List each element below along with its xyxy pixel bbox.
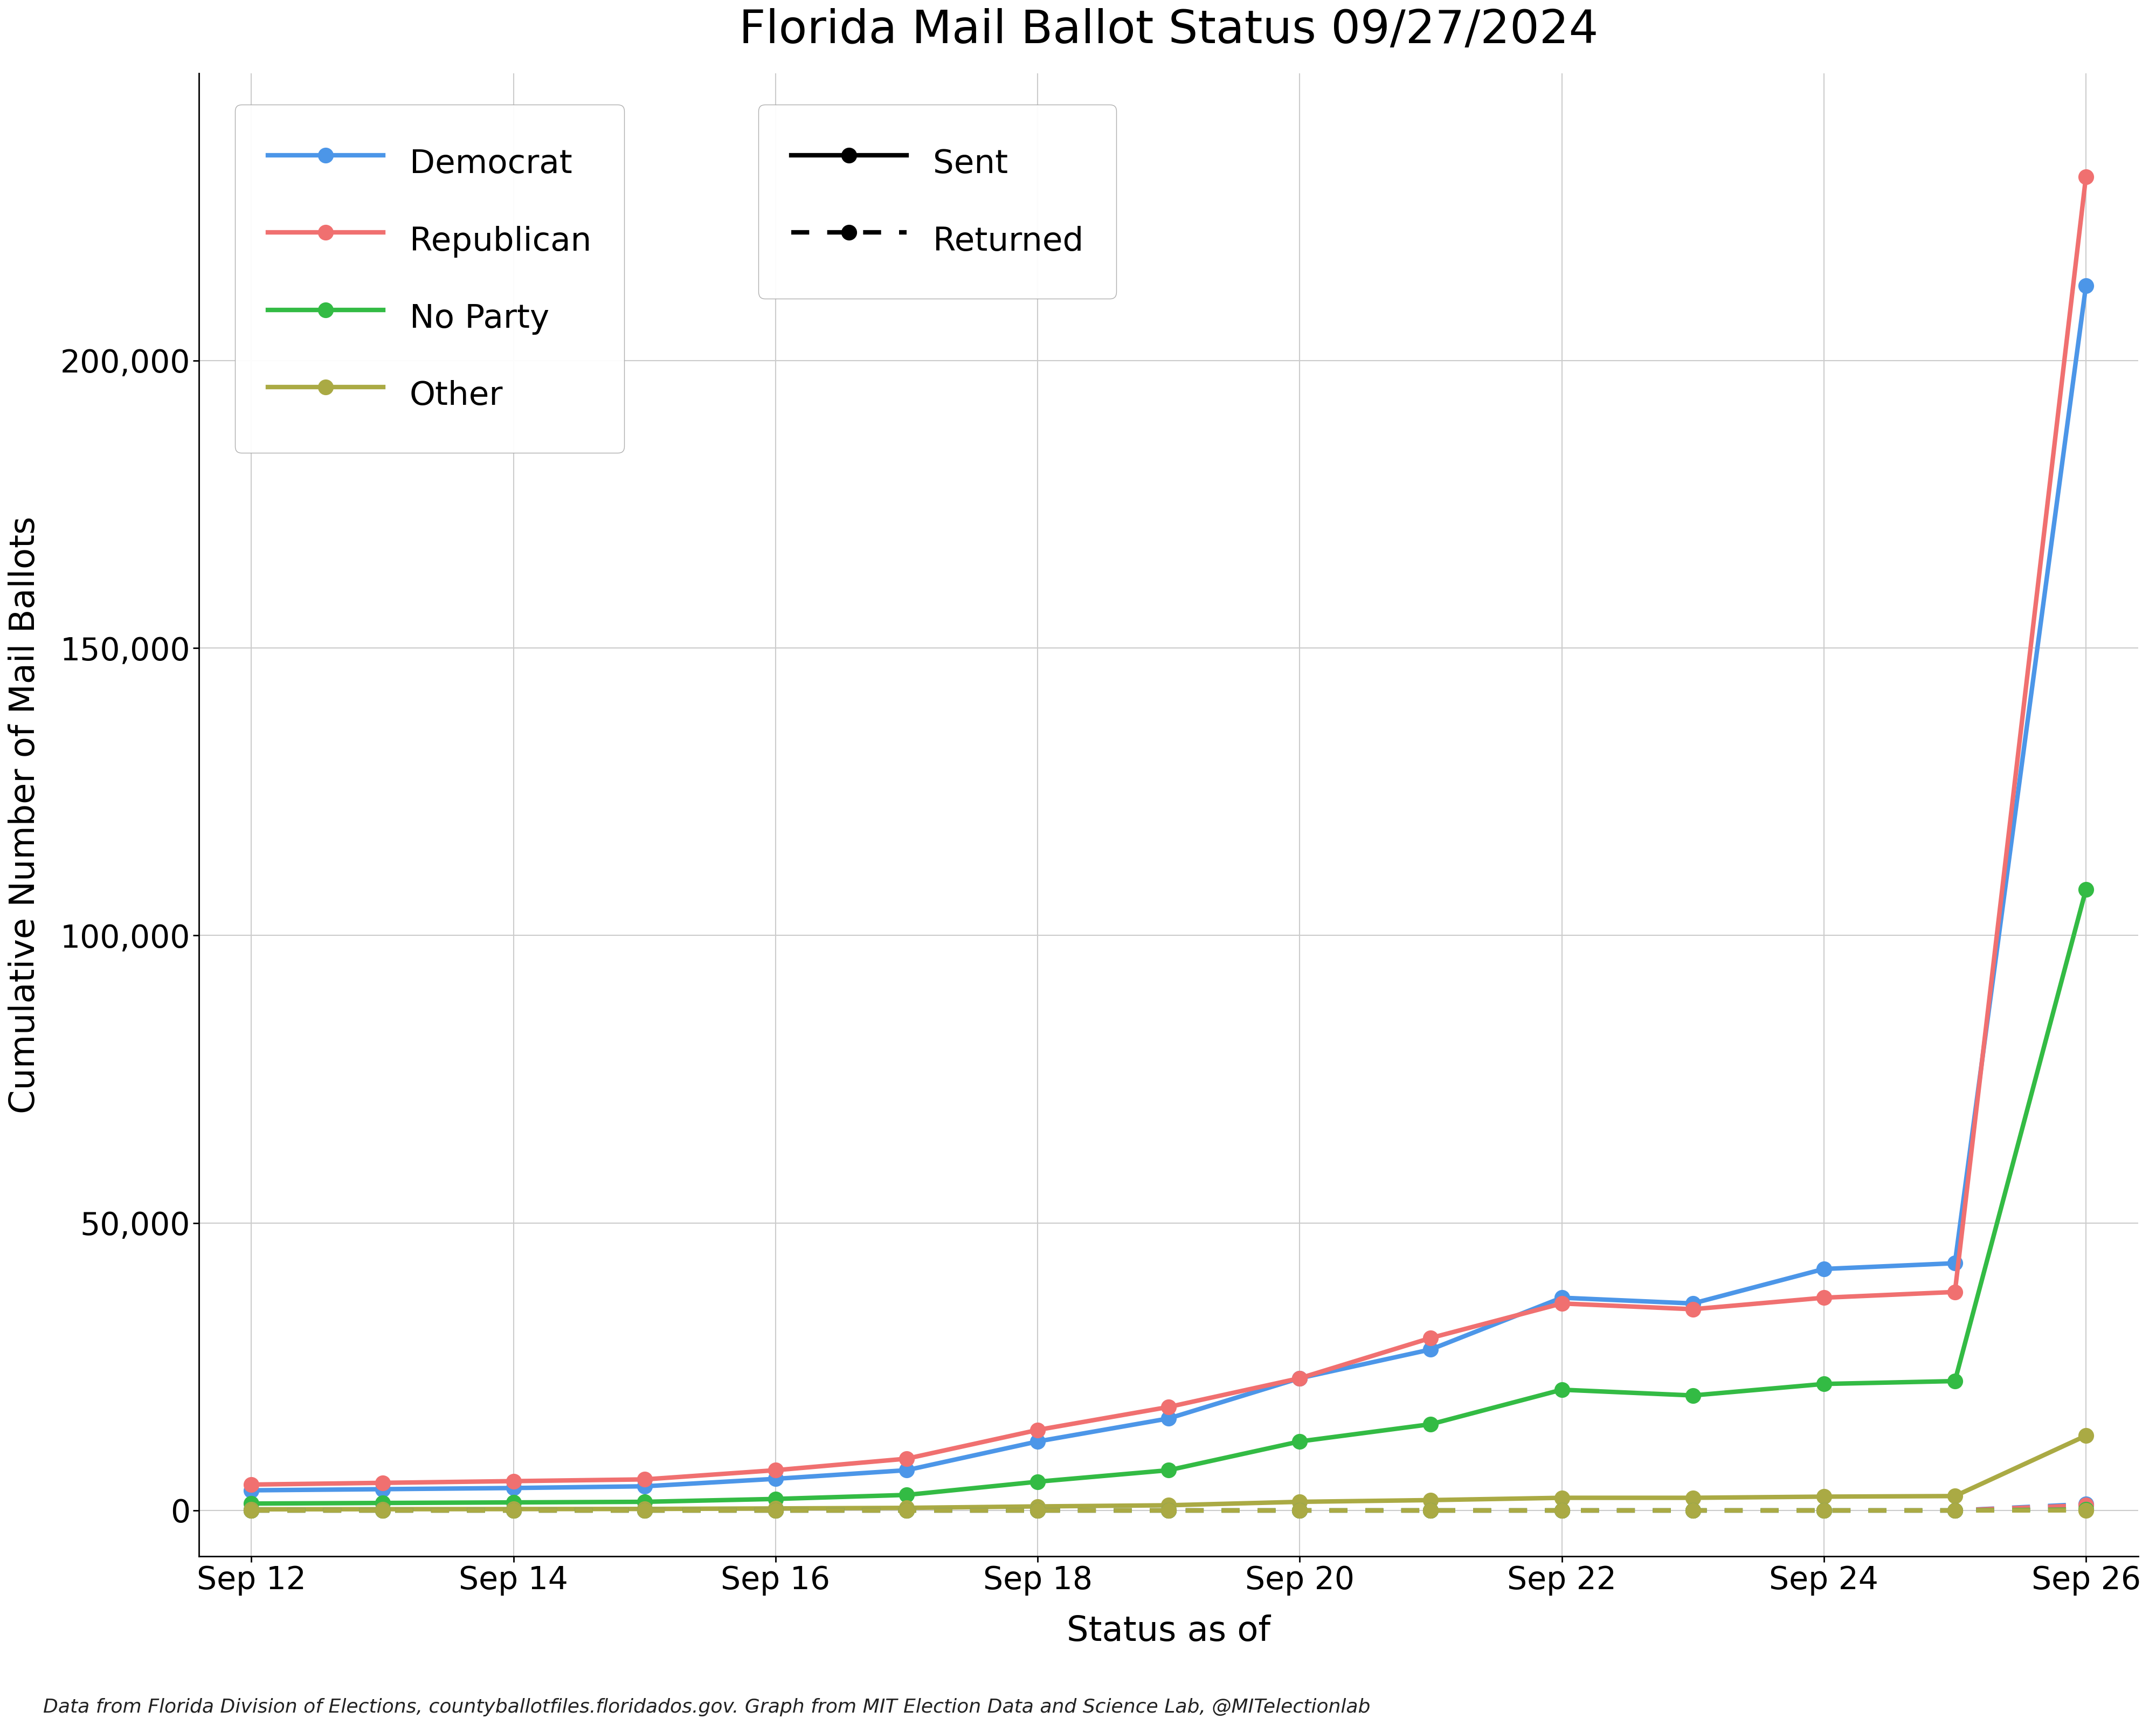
Text: Data from Florida Division of Elections, countyballotfiles.floridados.gov. Graph: Data from Florida Division of Elections,… bbox=[43, 1697, 1371, 1716]
Title: Florida Mail Ballot Status 09/27/2024: Florida Mail Ballot Status 09/27/2024 bbox=[740, 9, 1598, 53]
X-axis label: Status as of: Status as of bbox=[1067, 1615, 1270, 1647]
Y-axis label: Cumulative Number of Mail Ballots: Cumulative Number of Mail Ballots bbox=[9, 516, 41, 1114]
Legend: Sent, Returned: Sent, Returned bbox=[759, 105, 1117, 298]
